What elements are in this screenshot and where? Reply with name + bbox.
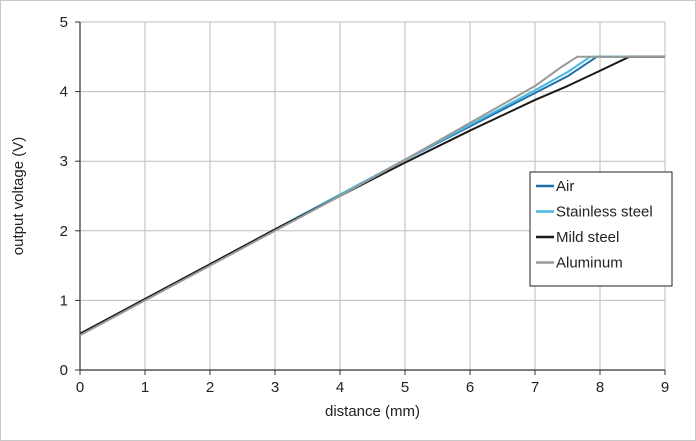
x-tick-label: 2: [206, 379, 214, 396]
x-axis-title: distance (mm): [325, 403, 420, 420]
series-lines: [79, 55, 665, 337]
x-tick-label: 3: [271, 379, 279, 396]
x-tick-label: 5: [401, 379, 409, 396]
axes: 0 1 2 3 4 5 6 7 8 9 0 1 2 3 4 5: [60, 14, 670, 396]
x-tick-label: 7: [531, 379, 539, 396]
legend-label: Aluminum: [556, 255, 623, 272]
legend-label: Air: [556, 178, 574, 195]
legend-label: Stainless steel: [556, 204, 653, 221]
x-tick-label: 4: [336, 379, 344, 396]
series-line-4: [79, 55, 665, 337]
x-tick-label: 8: [596, 379, 604, 396]
x-tick-label: 1: [141, 379, 149, 396]
y-tick-label: 5: [60, 14, 68, 31]
legend: Air Stainless steel Mild steel Aluminum: [529, 171, 673, 287]
x-tick-label: 0: [76, 379, 84, 396]
y-tick-label: 3: [60, 153, 68, 170]
y-tick-label: 1: [60, 292, 68, 309]
legend-label: Mild steel: [556, 229, 619, 246]
series-line-3: [79, 55, 665, 335]
y-tick-label: 4: [60, 84, 68, 101]
x-tick-label: 6: [466, 379, 474, 396]
y-axis-title: output voltage (V): [10, 137, 27, 255]
x-tick-label: 9: [661, 379, 669, 396]
y-tick-label: 2: [60, 223, 68, 240]
legend-box: [529, 171, 673, 287]
y-tick-label: 0: [60, 362, 68, 379]
